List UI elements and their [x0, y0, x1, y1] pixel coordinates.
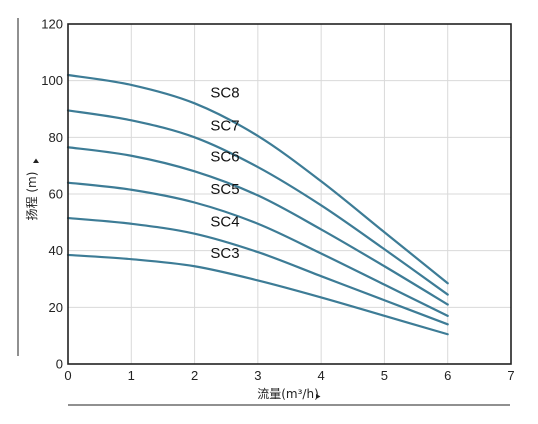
x-axis-label: 流量(m³/h)	[257, 387, 319, 401]
x-tick-label: 4	[318, 368, 325, 383]
y-axis-label: 扬程 (m)	[24, 172, 39, 221]
series-line-sc6	[66, 146, 449, 306]
y-tick-label: 100	[41, 73, 63, 88]
series-label-sc3: SC3	[210, 245, 239, 262]
series-label-sc4: SC4	[210, 214, 239, 231]
series-line-sc5	[66, 181, 449, 317]
y-tick-label: 20	[49, 300, 63, 315]
y-tick-label: 40	[49, 243, 63, 258]
series-line-sc3	[66, 253, 449, 336]
x-tick-label: 0	[64, 368, 71, 383]
x-tick-label: 5	[381, 368, 388, 383]
y-tick-label: 120	[41, 17, 63, 32]
grid	[68, 24, 511, 364]
series-label-sc5: SC5	[210, 181, 239, 198]
series-label-sc7: SC7	[210, 117, 239, 134]
series-label-sc8: SC8	[210, 85, 239, 102]
series-labels: SC3 SC4 SC5 SC6 SC7 SC8	[210, 85, 239, 262]
plot-frame	[67, 23, 512, 365]
x-tick-label: 1	[128, 368, 135, 383]
series-line-sc8	[66, 73, 449, 285]
series-label-sc6: SC6	[210, 148, 239, 165]
y-tick-labels: 0 20 40 60 80 100 120	[41, 17, 63, 372]
y-tick-label: 80	[49, 130, 63, 145]
x-tick-label: 7	[507, 368, 514, 383]
y-tick-label: 0	[56, 357, 63, 372]
series-curves	[66, 73, 449, 336]
series-line-sc4	[66, 216, 449, 326]
x-tick-labels: 0 1 2 3 4 5 6 7	[64, 368, 514, 383]
x-tick-label: 2	[191, 368, 198, 383]
y-tick-label: 60	[49, 187, 63, 202]
x-tick-label: 6	[444, 368, 451, 383]
series-line-sc7	[66, 109, 449, 296]
x-tick-label: 3	[254, 368, 261, 383]
y-axis-arrow-icon	[33, 158, 39, 163]
x-axis-arrow-icon	[316, 394, 321, 399]
